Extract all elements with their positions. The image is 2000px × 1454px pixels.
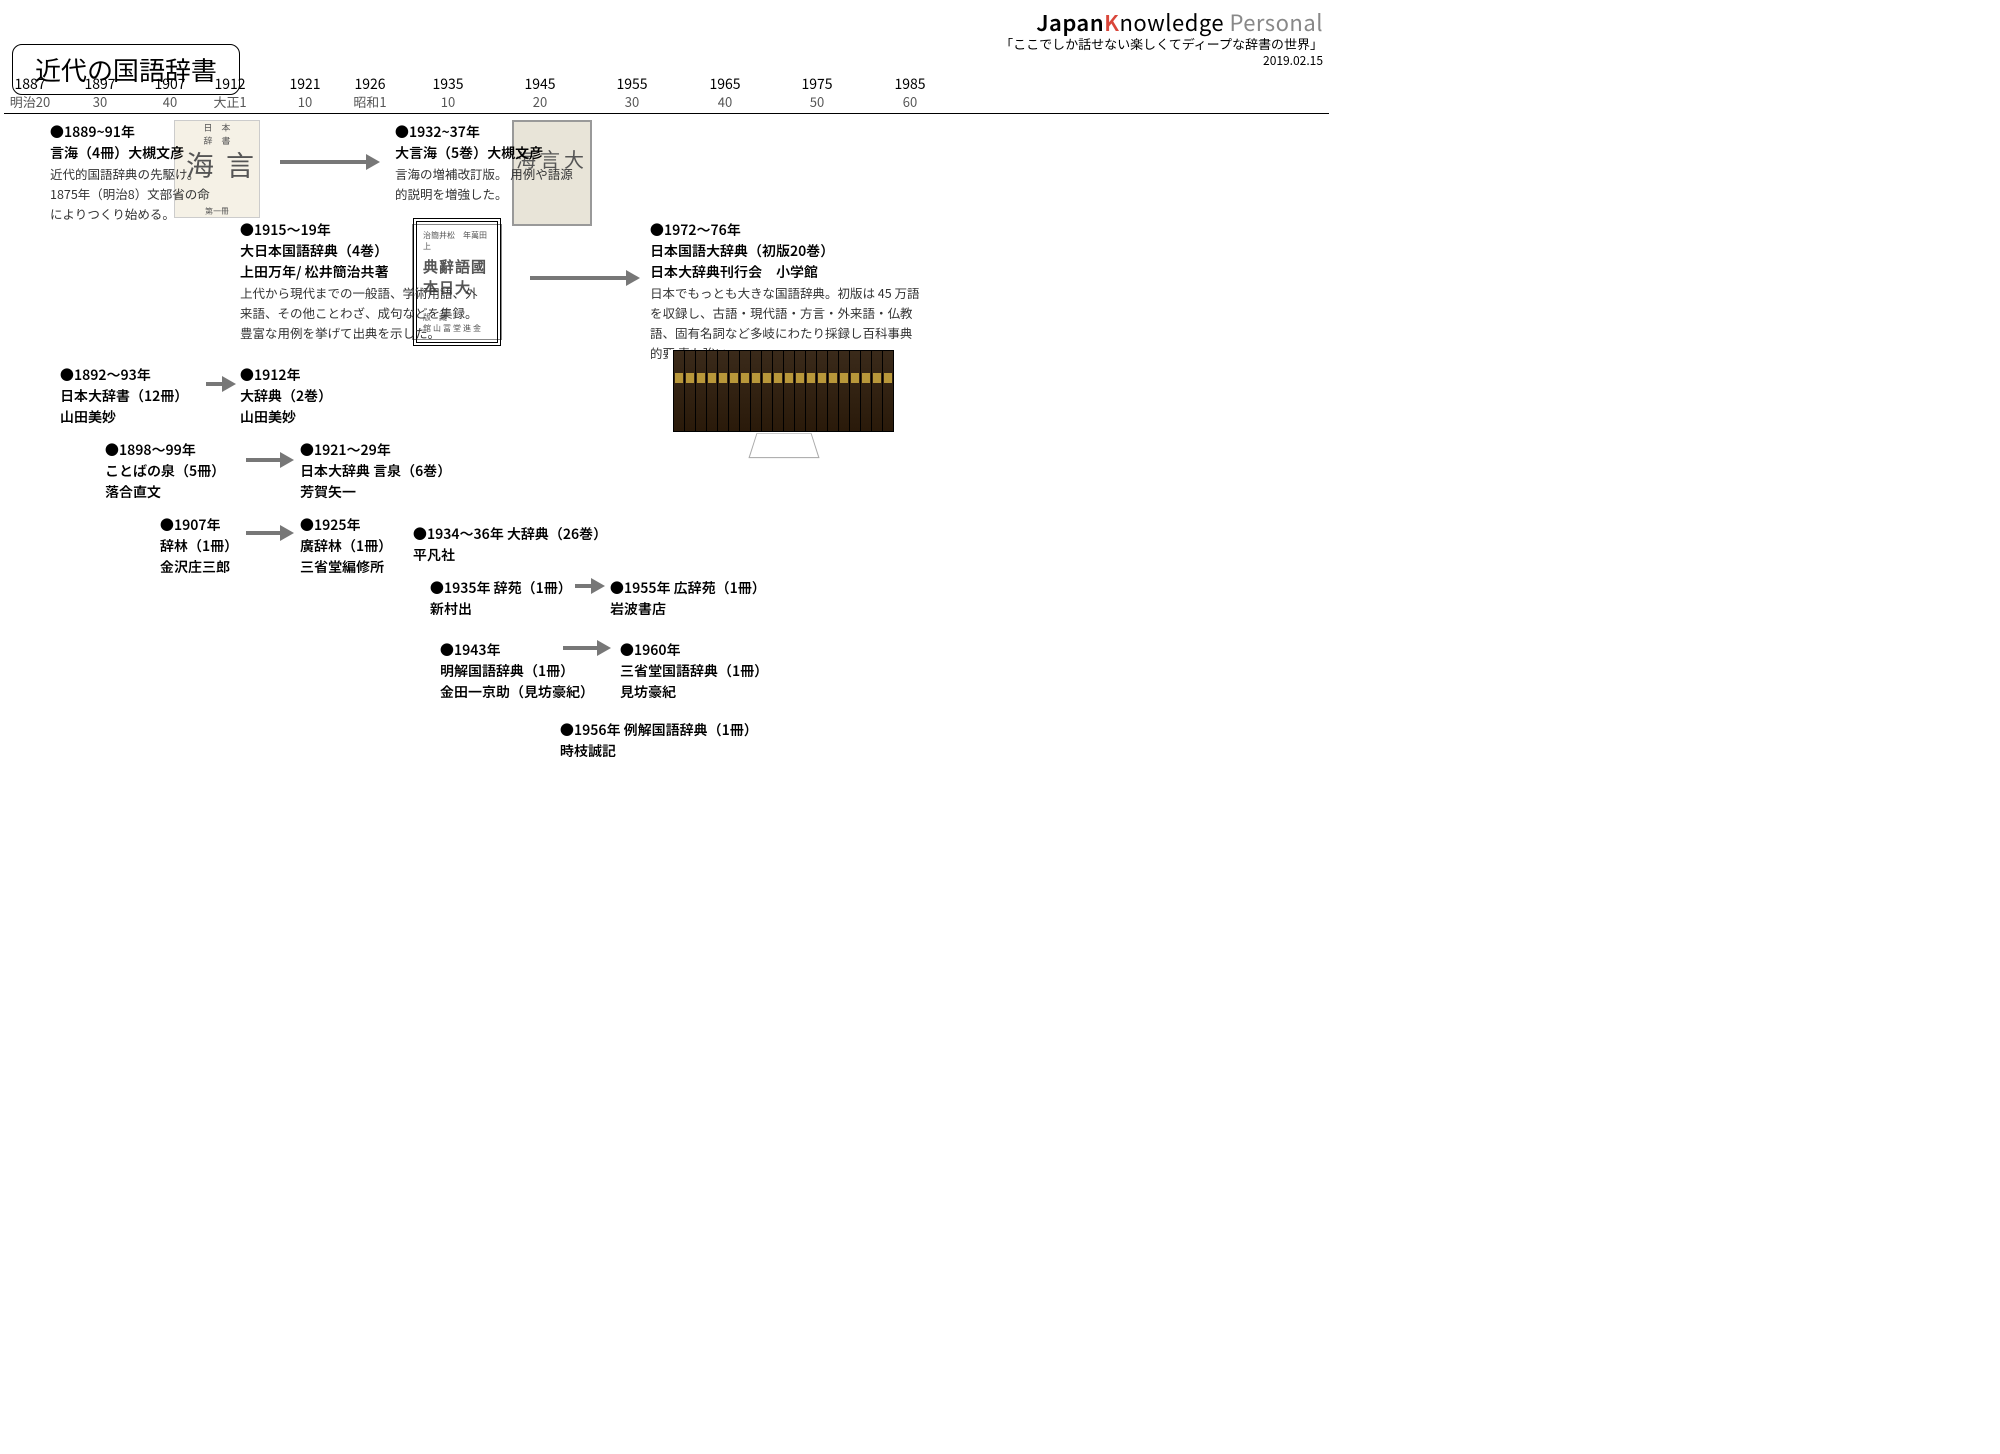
entry-sanseido: ●1960年三省堂国語辞典（1冊）見坊豪紀 — [620, 640, 800, 703]
tick: 197550 — [787, 76, 847, 110]
entry-nihondaijisho: ●1892〜93年日本大辞書（12冊）山田美妙 — [60, 365, 210, 428]
entry-jirin: ●1907年辞林（1冊）金沢庄三郎 — [160, 515, 280, 578]
tick: 198560 — [880, 76, 940, 110]
tick: 194520 — [510, 76, 570, 110]
axis-line — [4, 113, 1329, 114]
tick: 1912大正1 — [200, 76, 260, 110]
subtitle: 「ここでしか話せない楽しくてディープな辞書の世界」 — [1000, 34, 1323, 53]
tick: 196540 — [695, 76, 755, 110]
entry-kojirin: ●1925年廣辞林（1冊）三省堂編修所 — [300, 515, 430, 578]
entry-reikai: ●1956年 例解国語辞典（1冊）時枝誠記 — [560, 720, 780, 762]
entry-kojien: ●1955年 広辞苑（1冊）岩波書店 — [610, 578, 790, 620]
entry-dainihon: ●1915〜19年大日本国語辞典（4巻）上田万年/ 松井簡治共著上代から現代まで… — [240, 220, 480, 343]
tick: 1887明治20 — [0, 76, 60, 110]
tick: 1926昭和1 — [340, 76, 400, 110]
tick: 192110 — [275, 76, 335, 110]
entry-daijiten1912: ●1912年大辞典（2巻）山田美妙 — [240, 365, 380, 428]
tick: 195530 — [602, 76, 662, 110]
entry-nihonkokugo: ●1972〜76年日本国語大辞典（初版20巻）日本大辞典刊行会 小学館日本でもっ… — [650, 220, 920, 363]
entry-gensen: ●1921〜29年日本大辞典 言泉（6巻）芳賀矢一 — [300, 440, 470, 503]
diagram-body: 日 本辞 書言海第一冊海言大治簡井松 年萬田上典辭語國本日大版 藏舘 山 冨 堂… — [0, 120, 1333, 969]
tick: 190740 — [140, 76, 200, 110]
entry-daigenkai: ●1932~37年大言海（5巻）大槻文彦言海の増補改訂版。 用例や語源的説明を増… — [395, 122, 575, 204]
entry-daijiten1934: ●1934〜36年 大辞典（26巻）平凡社 — [413, 524, 633, 566]
date: 2019.02.15 — [1263, 52, 1323, 69]
encyclopedia-set — [668, 350, 898, 460]
page: JapanKnowledge Personal 「ここでしか話せない楽しくてディ… — [0, 0, 1333, 969]
tick: 193510 — [418, 76, 478, 110]
tick: 189730 — [70, 76, 130, 110]
entry-genkai: ●1889~91年言海（4冊）大槻文彦近代的国語辞典の先駆け。1875年（明治8… — [50, 122, 210, 224]
entry-kotobanoizumi: ●1898〜99年ことばの泉（5冊）落合直文 — [105, 440, 255, 503]
